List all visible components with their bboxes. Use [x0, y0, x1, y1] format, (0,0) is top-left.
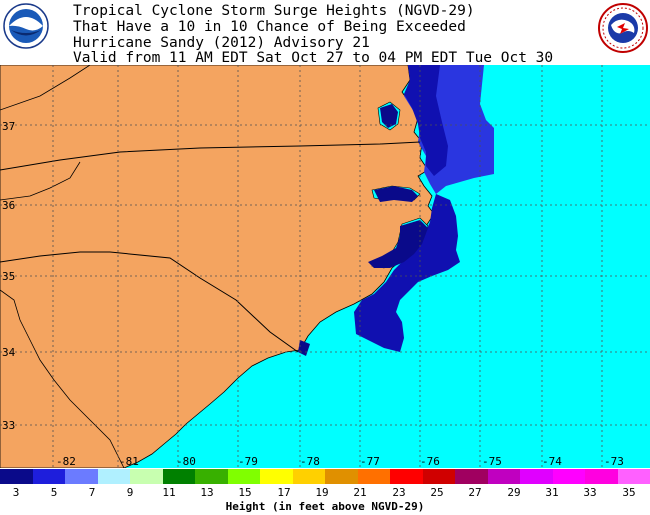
title-line-3: Hurricane Sandy (2012) Advisory 21 [73, 35, 370, 51]
title-line-2: That Have a 10 in 10 Chance of Being Exc… [73, 19, 466, 35]
legend-color-bar [0, 469, 650, 484]
legend-label: 21 [353, 486, 367, 499]
title-line-4: Valid from 11 AM EDT Sat Oct 27 to 04 PM… [73, 50, 554, 66]
legend-label: 7 [88, 486, 96, 499]
lon-label-82: -82 [56, 455, 76, 468]
state-border-va-wv [0, 65, 91, 111]
state-border-sc-ga [0, 289, 125, 468]
legend-label: 3 [12, 486, 20, 499]
surge-zone-albemarle [374, 186, 418, 202]
legend-label: 25 [430, 486, 444, 499]
legend-swatch [487, 469, 521, 484]
legend-swatch [162, 469, 196, 484]
legend-swatch [97, 469, 131, 484]
legend-swatch [0, 469, 33, 484]
legend-label: 23 [392, 486, 406, 499]
surge-zone-pamlico [368, 220, 428, 268]
legend-swatch [552, 469, 586, 484]
legend-caption: Height (in feet above NGVD-29) [225, 500, 425, 513]
legend-swatch [32, 469, 66, 484]
legend-swatch [617, 469, 650, 484]
legend-label: 31 [545, 486, 559, 499]
lon-label-80: -80 [176, 455, 196, 468]
legend-swatch [195, 469, 228, 484]
surge-zone-outer-banks [354, 194, 460, 352]
state-border-va-nc [0, 141, 421, 171]
legend-swatch [520, 469, 553, 484]
lon-label-73: -73 [604, 455, 624, 468]
lat-label-35: 35 [2, 270, 15, 283]
legend-label: 33 [583, 486, 597, 499]
lon-label-79: -79 [238, 455, 258, 468]
surge-zone-north-dark [404, 65, 448, 176]
legend-swatch [227, 469, 261, 484]
legend-swatch [65, 469, 98, 484]
state-border-tn-nc [0, 161, 81, 201]
legend-label: 15 [238, 486, 252, 499]
lat-label-37: 37 [2, 120, 15, 133]
legend-swatch [325, 469, 358, 484]
header: Tropical Cyclone Storm Surge Heights (NG… [0, 0, 650, 66]
legend-swatch [585, 469, 618, 484]
legend-label: 19 [315, 486, 329, 499]
legend-label: 13 [200, 486, 214, 499]
legend-label: 17 [277, 486, 291, 499]
lon-label-77: -77 [360, 455, 380, 468]
legend-label: 5 [50, 486, 58, 499]
legend-swatch [260, 469, 293, 484]
surge-map: 37 36 35 34 33 -82 -81 -80 -79 -78 -77 -… [0, 65, 650, 468]
state-border-nc-sc [0, 251, 299, 353]
legend-swatch [357, 469, 391, 484]
lon-label-81: -81 [119, 455, 139, 468]
surge-zone-chesapeake [380, 104, 398, 128]
lat-label-36: 36 [2, 199, 15, 212]
legend-label: 11 [162, 486, 176, 499]
legend-label: 35 [622, 486, 636, 499]
lon-label-76: -76 [420, 455, 440, 468]
lat-label-33: 33 [2, 419, 15, 432]
legend-swatch [422, 469, 456, 484]
legend-swatch [455, 469, 488, 484]
legend-label: 27 [468, 486, 482, 499]
legend-swatch [292, 469, 326, 484]
legend-label: 9 [126, 486, 134, 499]
legend-swatch [130, 469, 163, 484]
legend-label: 29 [507, 486, 521, 499]
lon-label-78: -78 [300, 455, 320, 468]
lon-label-75: -75 [482, 455, 502, 468]
title-line-1: Tropical Cyclone Storm Surge Heights (NG… [73, 3, 475, 19]
lat-label-34: 34 [2, 346, 16, 359]
noaa-logo [3, 3, 49, 49]
nws-logo [598, 3, 648, 53]
lon-label-74: -74 [542, 455, 562, 468]
legend-swatch [390, 469, 423, 484]
lat-lon-grid [0, 65, 650, 468]
